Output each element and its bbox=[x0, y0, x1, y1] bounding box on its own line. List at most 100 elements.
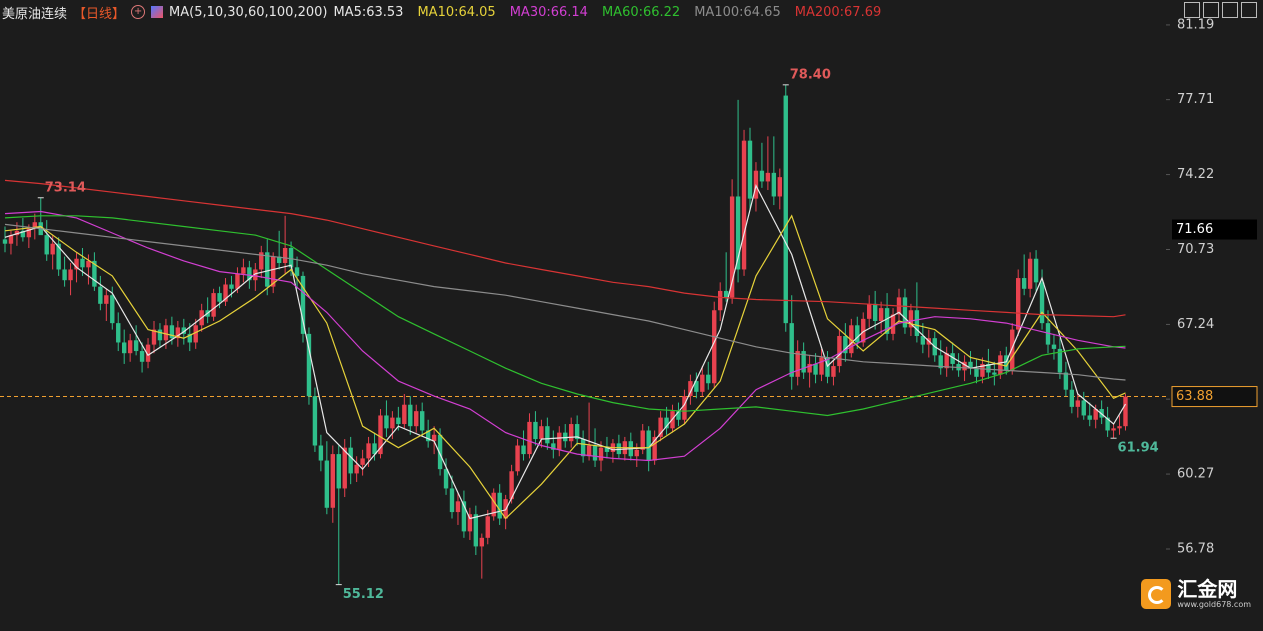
candle-body bbox=[783, 95, 788, 324]
candle-body bbox=[1063, 372, 1069, 390]
candle-body bbox=[74, 258, 79, 270]
candle-body bbox=[1105, 417, 1110, 431]
price-tag-label: 71.66 bbox=[1176, 222, 1213, 237]
candle-body bbox=[664, 417, 669, 429]
ma-line bbox=[4, 184, 1127, 520]
candle-body bbox=[908, 310, 914, 328]
candle-body bbox=[1117, 426, 1122, 429]
period[interactable]: 【日线】 bbox=[73, 6, 126, 22]
y-tick-label: 56.78 bbox=[1177, 541, 1214, 556]
price-tag-label: 63.88 bbox=[1176, 389, 1213, 404]
candle-body bbox=[533, 421, 538, 440]
candle-body bbox=[62, 269, 67, 281]
annotation: 55.12 bbox=[343, 587, 384, 602]
tool-button[interactable] bbox=[1184, 2, 1200, 18]
ma-line bbox=[4, 179, 1126, 318]
legend-entry[interactable]: MA10:64.05 bbox=[417, 4, 496, 20]
candle-body bbox=[676, 411, 681, 420]
add-icon[interactable]: + bbox=[131, 5, 146, 19]
candle-body bbox=[914, 310, 920, 337]
candle-body bbox=[306, 333, 312, 397]
ma-line bbox=[4, 215, 1126, 417]
candle-body bbox=[1081, 400, 1086, 416]
indicator-icon[interactable] bbox=[151, 6, 164, 18]
candle-body bbox=[122, 342, 127, 354]
candle-body bbox=[187, 333, 192, 343]
candle-body bbox=[1069, 389, 1075, 407]
candle-body bbox=[1111, 428, 1116, 431]
candle-body bbox=[318, 445, 324, 461]
candle-body bbox=[509, 471, 514, 500]
candle-body bbox=[592, 445, 598, 461]
candle-body bbox=[765, 172, 771, 182]
candle-body bbox=[133, 340, 139, 352]
candle-body bbox=[312, 396, 318, 446]
legend-entry[interactable]: MA60:66.22 bbox=[601, 4, 681, 20]
candle-body bbox=[467, 514, 473, 532]
candle-body bbox=[32, 222, 37, 229]
candle-body bbox=[688, 381, 693, 397]
legend: MA5:63.53 MA10:64.05 MA30:66.14 MA60:66.22 M… bbox=[333, 5, 881, 20]
candle-body bbox=[1093, 409, 1098, 420]
candle-body bbox=[747, 140, 753, 199]
candle-body bbox=[861, 318, 866, 343]
candle-body bbox=[694, 381, 699, 392]
candle-body bbox=[50, 243, 55, 255]
tool-button[interactable] bbox=[1222, 2, 1238, 18]
candle-body bbox=[545, 426, 550, 444]
legend-entry[interactable]: MA30:66.14 bbox=[509, 4, 588, 20]
candle-body bbox=[872, 303, 878, 321]
candle-body bbox=[723, 290, 729, 298]
candle-body bbox=[420, 411, 425, 431]
candle-body bbox=[92, 260, 97, 287]
candle-body bbox=[604, 447, 610, 452]
candle-body bbox=[56, 243, 61, 270]
tool-button[interactable] bbox=[1203, 2, 1219, 18]
y-tick-label: 74.22 bbox=[1177, 167, 1214, 182]
candle-body bbox=[563, 432, 568, 442]
candle-body bbox=[223, 284, 228, 302]
candle-body bbox=[288, 247, 294, 268]
annotation: 73.14 bbox=[45, 180, 86, 195]
tool-button[interactable] bbox=[1241, 2, 1257, 18]
candle-body bbox=[634, 449, 639, 457]
candle-body bbox=[640, 430, 645, 450]
candle-body bbox=[890, 314, 896, 334]
candle-body bbox=[479, 537, 484, 547]
candle-body bbox=[944, 353, 949, 369]
candle-body bbox=[217, 293, 222, 302]
candle-body bbox=[1123, 396, 1128, 427]
annotation: 78.40 bbox=[790, 67, 831, 82]
candle-body bbox=[342, 447, 347, 489]
candle-body bbox=[431, 434, 437, 442]
symbol: 美原油连续 bbox=[2, 6, 68, 22]
candle-body bbox=[324, 460, 330, 508]
indicator[interactable]: MA(5,10,30,60,100,200) bbox=[169, 4, 328, 20]
candle-body bbox=[86, 260, 91, 268]
candle-body bbox=[193, 325, 198, 343]
candle-body bbox=[26, 228, 32, 238]
candle-body bbox=[1075, 400, 1080, 407]
legend-entry[interactable]: MA200:67.69 bbox=[794, 4, 882, 20]
candle-body bbox=[330, 454, 335, 508]
candle-body bbox=[1033, 258, 1039, 283]
candle-body bbox=[259, 252, 264, 270]
candle-body bbox=[902, 297, 908, 328]
legend-entry[interactable]: MA5:63.53 bbox=[333, 4, 404, 20]
candle-body bbox=[425, 430, 431, 442]
candle-body bbox=[658, 417, 663, 437]
candle-body bbox=[44, 235, 49, 255]
candle-body bbox=[2, 239, 8, 244]
candle-body bbox=[455, 501, 461, 513]
candle-body bbox=[485, 516, 490, 538]
candle-body bbox=[777, 177, 782, 197]
candle-body bbox=[253, 269, 258, 281]
candle-body bbox=[282, 247, 288, 264]
candle-body bbox=[151, 329, 157, 345]
candle-body bbox=[521, 445, 526, 455]
legend-entry[interactable]: MA100:64.65 bbox=[694, 4, 781, 20]
header: 美原油连续 【日线】 + MA(5,10,30,60,100,200) MA5:… bbox=[2, 3, 881, 22]
candle-body bbox=[181, 327, 186, 334]
candle-body bbox=[80, 258, 85, 268]
